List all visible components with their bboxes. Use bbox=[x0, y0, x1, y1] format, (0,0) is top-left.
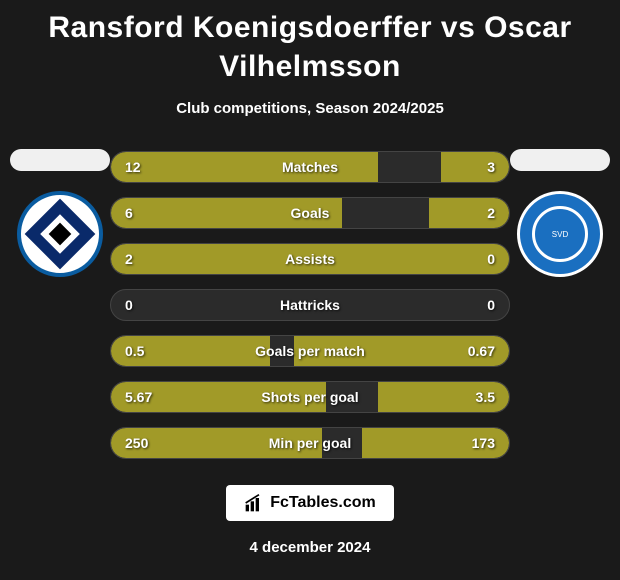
right-club-column: SVD bbox=[500, 149, 620, 277]
stat-label: Matches bbox=[181, 159, 439, 175]
page-title: Ransford Koenigsdoerffer vs Oscar Vilhel… bbox=[0, 8, 620, 86]
stat-value-right: 0.67 bbox=[439, 343, 509, 359]
footer-date: 4 december 2024 bbox=[0, 539, 620, 556]
stat-row: 6Goals2 bbox=[110, 197, 510, 229]
stat-value-left: 6 bbox=[111, 205, 181, 221]
chart-icon bbox=[244, 493, 264, 513]
subtitle: Club competitions, Season 2024/2025 bbox=[0, 100, 620, 117]
stat-label: Min per goal bbox=[181, 435, 439, 451]
stat-value-right: 3 bbox=[439, 159, 509, 175]
stat-label: Hattricks bbox=[181, 297, 439, 313]
stat-value-right: 3.5 bbox=[439, 389, 509, 405]
hsv-diamond-icon bbox=[25, 199, 96, 270]
stat-value-left: 250 bbox=[111, 435, 181, 451]
footer: FcTables.com 4 december 2024 bbox=[0, 485, 620, 556]
stat-row: 5.67Shots per goal3.5 bbox=[110, 381, 510, 413]
svd-crest-text: SVD bbox=[520, 194, 600, 274]
stat-row: 0Hattricks0 bbox=[110, 289, 510, 321]
stat-value-left: 0 bbox=[111, 297, 181, 313]
stat-value-right: 0 bbox=[439, 251, 509, 267]
right-player-pill bbox=[510, 149, 610, 171]
stat-row: 0.5Goals per match0.67 bbox=[110, 335, 510, 367]
stat-value-left: 12 bbox=[111, 159, 181, 175]
left-player-pill bbox=[10, 149, 110, 171]
left-club-column bbox=[0, 149, 120, 277]
left-club-crest bbox=[17, 191, 103, 277]
content: SVD 12Matches36Goals22Assists00Hattricks… bbox=[0, 151, 620, 459]
stat-label: Shots per goal bbox=[181, 389, 439, 405]
stat-value-right: 0 bbox=[439, 297, 509, 313]
stat-value-right: 2 bbox=[439, 205, 509, 221]
stat-value-left: 0.5 bbox=[111, 343, 181, 359]
stat-row: 250Min per goal173 bbox=[110, 427, 510, 459]
stat-label: Goals bbox=[181, 205, 439, 221]
right-club-crest: SVD bbox=[517, 191, 603, 277]
brand-badge[interactable]: FcTables.com bbox=[226, 485, 394, 521]
comparison-card: Ransford Koenigsdoerffer vs Oscar Vilhel… bbox=[0, 0, 620, 580]
stat-row: 2Assists0 bbox=[110, 243, 510, 275]
stat-value-right: 173 bbox=[439, 435, 509, 451]
stat-label: Goals per match bbox=[181, 343, 439, 359]
stat-value-left: 5.67 bbox=[111, 389, 181, 405]
stat-row: 12Matches3 bbox=[110, 151, 510, 183]
stat-label: Assists bbox=[181, 251, 439, 267]
stats-list: 12Matches36Goals22Assists00Hattricks00.5… bbox=[110, 151, 510, 459]
stat-value-left: 2 bbox=[111, 251, 181, 267]
brand-text: FcTables.com bbox=[270, 494, 376, 512]
